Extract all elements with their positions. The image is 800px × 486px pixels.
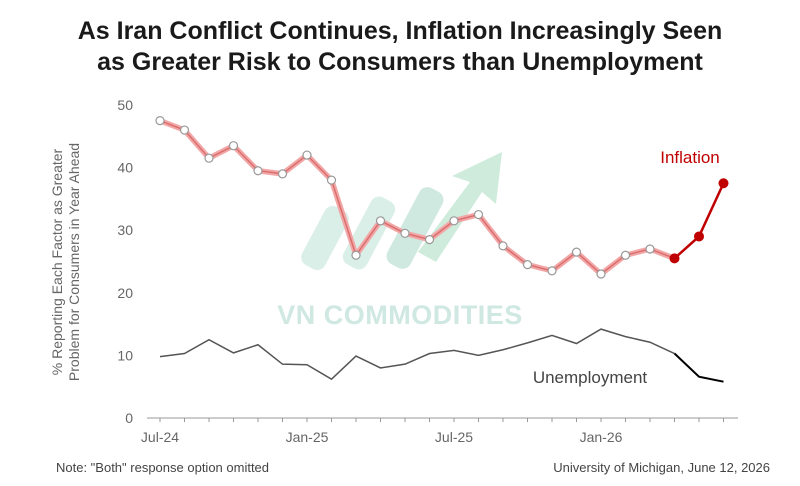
chart-title-line-1: As Iran Conflict Continues, Inflation In… bbox=[77, 17, 723, 45]
inflation-point bbox=[302, 150, 312, 160]
chart-title-line-2: as Greater Risk to Consumers than Unempl… bbox=[97, 48, 703, 76]
inflation-point-recent bbox=[694, 231, 704, 242]
inflation-series-label: Inflation bbox=[660, 148, 720, 167]
inflation-point bbox=[155, 116, 165, 126]
inflation-point bbox=[204, 153, 214, 163]
axes: 0 10 20 30 40 50 Jul-24 Jan-25 Jul-25 Jan-26 % Rep… bbox=[49, 97, 738, 445]
inflation-point-recent bbox=[718, 178, 729, 189]
inflation-point bbox=[522, 260, 533, 270]
series-layer bbox=[155, 116, 729, 383]
x-tick-label: Jul-25 bbox=[435, 429, 473, 445]
footnote-source: University of Michigan, June 12, 2026 bbox=[553, 460, 770, 475]
watermark-text: VN COMMODITIES bbox=[277, 300, 523, 330]
unemployment-series-label: Unemployment bbox=[533, 368, 648, 387]
inflation-point bbox=[498, 241, 508, 251]
inflation-point bbox=[620, 250, 631, 260]
y-tick-label: 0 bbox=[125, 410, 133, 426]
inflation-point bbox=[179, 125, 190, 135]
inflation-point bbox=[424, 234, 435, 245]
inflation-line-recent bbox=[673, 182, 725, 260]
inflation-point bbox=[277, 169, 288, 179]
inflation-point-recent bbox=[669, 253, 680, 264]
y-tick-label: 10 bbox=[117, 347, 133, 363]
footnote-note: Note: "Both" response option omitted bbox=[56, 460, 270, 475]
y-tick-label: 40 bbox=[117, 160, 133, 176]
inflation-point bbox=[253, 166, 263, 176]
y-tick-label: 20 bbox=[117, 285, 133, 301]
inflation-line bbox=[159, 119, 675, 275]
inflation-point bbox=[571, 247, 582, 257]
inflation-point bbox=[645, 244, 655, 254]
watermark: VN COMMODITIES bbox=[277, 152, 523, 330]
label-layer: Inflation Unemployment bbox=[533, 148, 720, 387]
chart-title: As Iran Conflict Continues, Inflation In… bbox=[0, 16, 800, 78]
x-tick-label: Jul-24 bbox=[141, 429, 179, 445]
y-axis-title: % Reporting Each Factor as GreaterProble… bbox=[49, 143, 82, 381]
inflation-point bbox=[449, 216, 459, 226]
inflation-point bbox=[596, 269, 606, 279]
unemployment-line bbox=[159, 328, 675, 381]
watermark-logo-icon bbox=[301, 152, 502, 271]
y-axis-title-line-1: % Reporting Each Factor as Greater bbox=[49, 148, 65, 375]
inflation-point bbox=[375, 216, 386, 226]
inflation-point bbox=[400, 228, 410, 238]
y-tick-label: 30 bbox=[117, 222, 133, 238]
inflation-point bbox=[351, 250, 361, 260]
y-axis-title-line-2: Problem for Consumers in Year Ahead bbox=[66, 143, 82, 381]
inflation-point bbox=[547, 266, 557, 276]
y-tick-label: 50 bbox=[117, 97, 133, 113]
inflation-point bbox=[228, 141, 239, 151]
x-tick-label: Jan-25 bbox=[286, 429, 329, 445]
inflation-point bbox=[473, 209, 484, 220]
x-tick-label: Jan-26 bbox=[580, 429, 623, 445]
unemployment-line-recent bbox=[673, 352, 724, 383]
inflation-point bbox=[326, 175, 337, 185]
